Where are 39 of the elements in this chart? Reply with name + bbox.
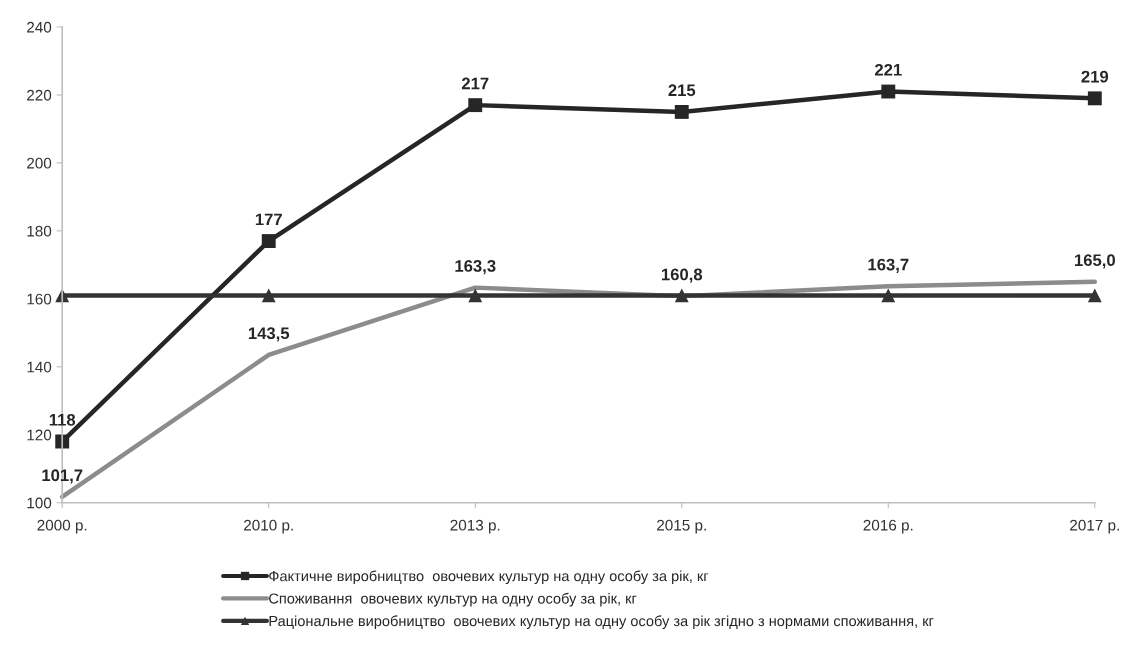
data-label: 118 (49, 413, 76, 426)
x-tick-label: 2015 р. (657, 519, 706, 534)
point (261, 234, 276, 248)
y-tick-label: 180 (27, 225, 52, 237)
point (881, 84, 896, 99)
y-tick-label: 120 (27, 429, 52, 441)
legend-label: Раціональне виробництво овочевих культур на одну особу за рік згідно з нормами споживання, кг (269, 615, 934, 630)
data-label: 215 (668, 84, 696, 97)
data-label: 163,3 (455, 260, 496, 275)
y-tick-label: 160 (27, 293, 52, 305)
y-tick-label: 200 (27, 157, 52, 169)
data-label: 101,7 (42, 469, 83, 484)
point (1087, 91, 1102, 106)
x-tick-label: 2000 р. (37, 519, 87, 534)
data-label: 163,7 (868, 258, 909, 273)
y-tick-label: 140 (27, 361, 52, 373)
data-label: 177 (255, 213, 282, 226)
y-tick-label: 100 (27, 497, 52, 509)
point (674, 288, 689, 303)
point (674, 104, 689, 119)
data-label: 219 (1081, 70, 1109, 83)
point (468, 288, 483, 303)
y-tick-label: 220 (27, 89, 52, 101)
data-label: 221 (874, 63, 902, 76)
data-label: 160,8 (661, 268, 703, 283)
data-label: 217 (461, 77, 489, 90)
point (468, 98, 483, 113)
x-tick-label: 2017 р. (1070, 519, 1119, 534)
y-tick-label: 240 (27, 21, 52, 33)
data-label: 165,0 (1075, 254, 1115, 269)
legend-label: Фактичне виробництво овочевих культур на одну особу за рік, кг (269, 570, 709, 585)
legend-label: Споживання овочевих культур на одну особу за рік, кг (269, 592, 637, 607)
point (261, 288, 276, 303)
data-label: 143,5 (248, 327, 290, 342)
point (1087, 288, 1102, 303)
x-tick-label: 2010 р. (244, 519, 293, 534)
x-tick-label: 2016 р. (863, 519, 913, 534)
x-tick-label: 2013 р. (450, 519, 500, 534)
point (881, 288, 896, 303)
